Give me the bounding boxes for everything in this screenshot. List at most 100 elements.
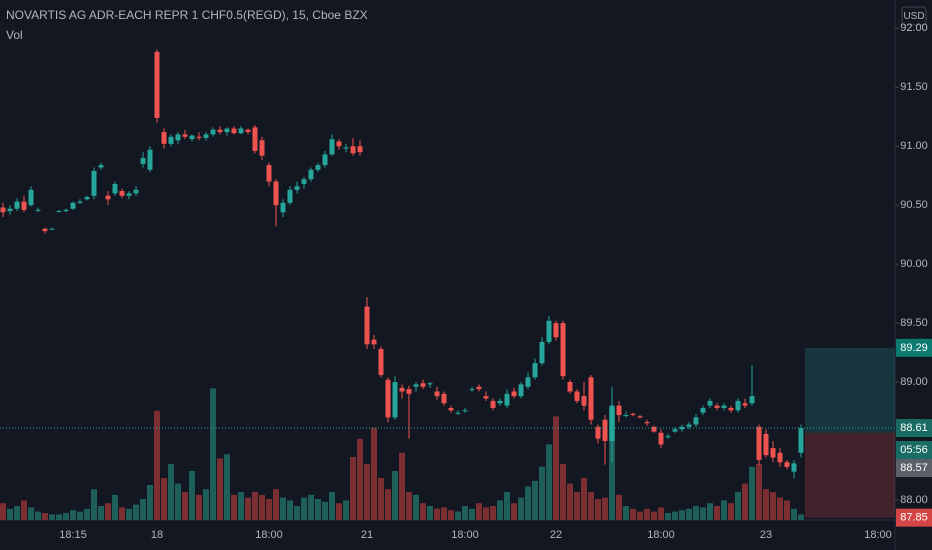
candle-body — [42, 228, 48, 232]
volume-bar — [245, 497, 251, 520]
candle-body — [84, 196, 90, 200]
volume-bar — [238, 492, 244, 520]
candle-body — [336, 141, 342, 147]
volume-bar — [728, 503, 734, 520]
indicator-label: Vol — [6, 28, 23, 42]
candle-body — [644, 422, 650, 424]
candle-body — [406, 389, 412, 394]
candle-body — [49, 228, 55, 230]
volume-bar — [518, 497, 524, 520]
candle-body — [266, 165, 272, 182]
candle-body — [735, 400, 741, 411]
candle-body — [777, 452, 783, 463]
candle-body — [14, 201, 20, 209]
candle-body — [693, 417, 699, 425]
candle-body — [294, 186, 300, 190]
volume-bar — [672, 511, 678, 520]
entry-price-label: 88.57 — [900, 462, 928, 474]
countdown-label: 05:56 — [900, 444, 928, 456]
volume-bar — [28, 507, 34, 520]
candle-body — [245, 129, 251, 133]
candle-body — [504, 393, 510, 406]
candle-body — [637, 416, 643, 418]
candle-body — [168, 136, 174, 144]
volume-bar — [392, 471, 398, 520]
candle-body — [364, 306, 370, 345]
y-tick-label: 91.50 — [900, 81, 928, 93]
candle-body — [140, 158, 146, 164]
volume-bar — [448, 510, 454, 520]
volume-bar — [553, 416, 559, 520]
volume-bar — [329, 492, 335, 520]
y-tick-label: 90.50 — [900, 199, 928, 211]
volume-bar — [105, 503, 111, 520]
candle-body — [427, 383, 433, 385]
volume-bar — [252, 492, 258, 520]
candle-body — [714, 405, 720, 408]
volume-bar — [525, 486, 531, 520]
volume-bar — [119, 507, 125, 520]
candle-body — [525, 377, 531, 387]
volume-bar — [504, 492, 510, 520]
volume-bar — [112, 494, 118, 520]
candle-body — [7, 208, 13, 212]
candle-body — [343, 147, 349, 149]
candle-body — [413, 384, 419, 387]
chart-title: NOVARTIS AG ADR-EACH REPR 1 CHF0.5(REGD)… — [6, 8, 368, 22]
candle-body — [259, 140, 265, 156]
volume-bar — [70, 510, 76, 520]
stop-price-label: 87.85 — [900, 512, 928, 524]
volume-bar — [308, 494, 314, 520]
candle-body — [609, 405, 615, 441]
volume-bar — [539, 466, 545, 520]
candle-body — [315, 165, 321, 170]
candle-body — [798, 428, 804, 453]
candle-body — [686, 424, 692, 427]
candle-body — [399, 387, 405, 392]
plot-area — [0, 49, 895, 520]
candle-body — [588, 377, 594, 420]
entry-price-label-box — [896, 459, 932, 478]
volume-bar — [455, 511, 461, 520]
candle-body — [182, 134, 188, 137]
volume-bar — [497, 500, 503, 520]
volume-bar — [42, 513, 48, 520]
position-profit-zone — [805, 347, 895, 433]
currency-label: USD — [903, 11, 924, 22]
candle-body — [651, 426, 657, 432]
candle-body — [70, 202, 76, 209]
volume-bar — [574, 492, 580, 520]
volume-bar — [658, 507, 664, 520]
volume-bar — [217, 458, 223, 520]
candle-body — [770, 448, 776, 458]
candle-body — [553, 323, 559, 338]
volume-bar — [350, 457, 356, 520]
volume-bar — [7, 508, 13, 520]
candle-body — [784, 462, 790, 467]
x-tick-label: 18:00 — [864, 529, 892, 541]
volume-bar — [273, 489, 279, 520]
candle-body — [721, 405, 727, 408]
volume-bar — [609, 408, 615, 520]
volume-bar — [154, 410, 160, 520]
currency-button[interactable] — [901, 6, 927, 26]
candle-body — [322, 154, 328, 166]
candle-body — [77, 201, 83, 203]
candle-body — [791, 463, 797, 472]
volume-bar — [294, 506, 300, 520]
volume-bar — [189, 471, 195, 520]
volume-bar — [777, 497, 783, 520]
volume-bar — [364, 464, 370, 520]
y-tick-label: 92.00 — [900, 22, 928, 34]
candle-body — [728, 407, 734, 411]
volume-bar — [693, 506, 699, 520]
volume-bar — [763, 489, 769, 520]
x-tick-label: 18:00 — [451, 529, 479, 541]
candle-body — [112, 183, 118, 194]
volume-bar — [56, 514, 62, 520]
volume-bar — [63, 513, 69, 520]
volume-bar — [511, 503, 517, 520]
target-price-label-box — [896, 338, 932, 357]
stop-price-label-box — [896, 508, 932, 527]
volume-bar — [784, 500, 790, 520]
